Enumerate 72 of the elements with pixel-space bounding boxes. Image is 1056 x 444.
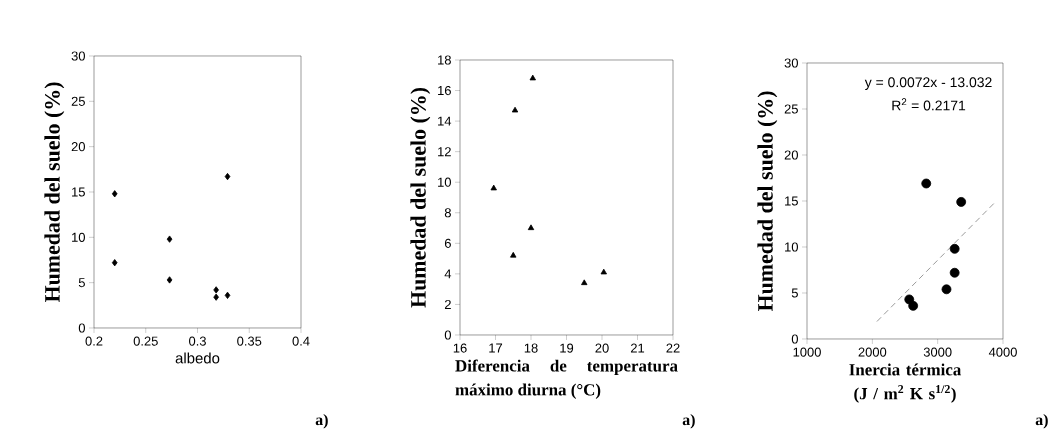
- point: [529, 74, 536, 81]
- x-axis-title: albedo: [175, 352, 220, 364]
- x-tick-label: 1000: [793, 347, 821, 357]
- y-tick-label: 10: [72, 232, 85, 242]
- y-tick-label: 14: [438, 116, 452, 126]
- y-axis-title: Humedad del suelo (%): [44, 82, 65, 303]
- y-tick-label: 10: [785, 242, 798, 252]
- x-tick-label: 16: [453, 343, 467, 353]
- x-tick-label: 22: [666, 343, 680, 353]
- y-tick-label: 25: [71, 96, 85, 106]
- y-tick-label: 10: [438, 177, 451, 187]
- text: a): [315, 414, 328, 429]
- point: [166, 276, 173, 284]
- point: [224, 172, 231, 181]
- x-tick-label: 0.35: [237, 336, 262, 346]
- y-tick-label: 5: [791, 288, 798, 298]
- y-axis-title: Humedad del suelo (%): [410, 87, 431, 308]
- point: [908, 300, 919, 311]
- point: [213, 286, 219, 294]
- text: a): [682, 414, 695, 429]
- point: [949, 267, 960, 278]
- y-tick-label: 0: [791, 334, 798, 344]
- y-tick-label: 2: [444, 299, 451, 309]
- point: [510, 251, 517, 258]
- y-tick-label: 30: [71, 51, 85, 61]
- y-tick-label: 25: [784, 104, 798, 114]
- y-tick-label: 12: [438, 147, 451, 157]
- point: [581, 279, 588, 286]
- y-tick-label: 16: [438, 85, 451, 96]
- y-tick-label: 0: [78, 323, 85, 333]
- point: [600, 268, 607, 275]
- y-tick-label: 20: [784, 150, 798, 160]
- point: [956, 197, 967, 207]
- y-tick-label: 30: [784, 58, 798, 68]
- text: a): [1035, 414, 1048, 429]
- point: [490, 184, 497, 191]
- y-tick-label: 20: [71, 142, 85, 152]
- point: [111, 259, 118, 267]
- x-axis-title: Inercia térmica (J / m$^{2}$ K s$^{1/2}$): [849, 363, 962, 403]
- x-tick-label: 18: [524, 343, 538, 353]
- point: [949, 243, 960, 254]
- y-tick-label: 8: [444, 208, 451, 218]
- point: [941, 284, 952, 295]
- x-tick-label: 0.4: [292, 336, 310, 346]
- point: [511, 106, 519, 113]
- point: [224, 291, 231, 299]
- point: [921, 178, 932, 189]
- y-tick-label: 15: [72, 187, 85, 197]
- point: [111, 190, 118, 198]
- y-tick-label: 6: [444, 238, 451, 248]
- x-tick-label: 2000: [858, 347, 887, 357]
- y-tick-label: 5: [78, 278, 85, 288]
- y-tick-label: 0: [444, 330, 451, 340]
- point: [527, 224, 535, 231]
- x-tick-label: 20: [595, 343, 609, 353]
- x-tick-label: 17: [489, 343, 503, 353]
- x-tick-label: 3000: [923, 347, 952, 357]
- x-tick-label: 21: [630, 343, 645, 353]
- x-tick-label: 0.25: [133, 336, 158, 346]
- point: [213, 293, 219, 301]
- annotation: R$^{2}$ = 0.2171: [892, 98, 966, 111]
- x-tick-label: 19: [560, 343, 574, 353]
- y-axis-title: Humedad del suelo (%): [757, 91, 778, 312]
- y-tick-label: 4: [444, 269, 452, 279]
- y-tick-label: 15: [785, 196, 798, 206]
- x-tick-label: 0.2: [85, 336, 103, 346]
- point: [166, 235, 173, 243]
- annotation: y = 0.0072x - 13.032: [864, 77, 992, 90]
- y-tick-label: 18: [438, 55, 451, 65]
- x-tick-label: 0.3: [189, 336, 206, 346]
- x-axis-title: Diferencia de temperatura máximo diurna (°C): [455, 359, 678, 399]
- x-tick-label: 4000: [988, 347, 1017, 357]
